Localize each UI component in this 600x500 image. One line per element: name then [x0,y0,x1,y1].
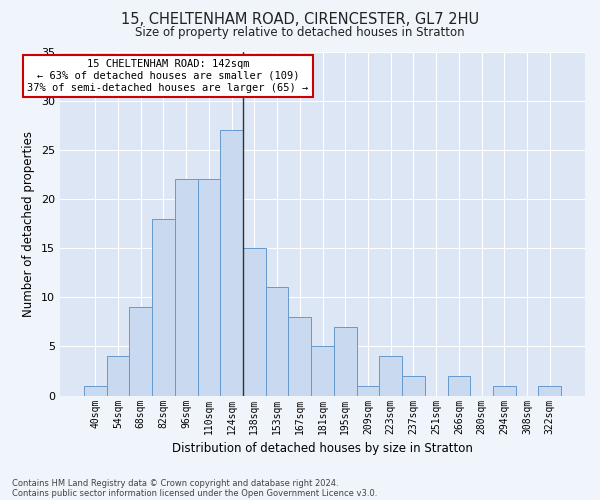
Y-axis label: Number of detached properties: Number of detached properties [22,130,35,316]
Bar [266,288,289,396]
Text: Contains HM Land Registry data © Crown copyright and database right 2024.: Contains HM Land Registry data © Crown c… [12,478,338,488]
Bar [379,356,402,396]
Text: Contains public sector information licensed under the Open Government Licence v3: Contains public sector information licen… [12,488,377,498]
Bar [334,327,356,396]
Bar [197,180,220,396]
Bar [243,248,266,396]
Bar [448,376,470,396]
Text: 15, CHELTENHAM ROAD, CIRENCESTER, GL7 2HU: 15, CHELTENHAM ROAD, CIRENCESTER, GL7 2H… [121,12,479,28]
Text: Size of property relative to detached houses in Stratton: Size of property relative to detached ho… [135,26,465,39]
Bar [84,386,107,396]
X-axis label: Distribution of detached houses by size in Stratton: Distribution of detached houses by size … [172,442,473,455]
Bar [130,307,152,396]
Bar [311,346,334,396]
Bar [289,317,311,396]
Bar [538,386,561,396]
Bar [107,356,130,396]
Bar [152,218,175,396]
Bar [175,180,197,396]
Bar [493,386,515,396]
Bar [220,130,243,396]
Bar [356,386,379,396]
Text: 15 CHELTENHAM ROAD: 142sqm
← 63% of detached houses are smaller (109)
37% of sem: 15 CHELTENHAM ROAD: 142sqm ← 63% of deta… [28,60,308,92]
Bar [402,376,425,396]
